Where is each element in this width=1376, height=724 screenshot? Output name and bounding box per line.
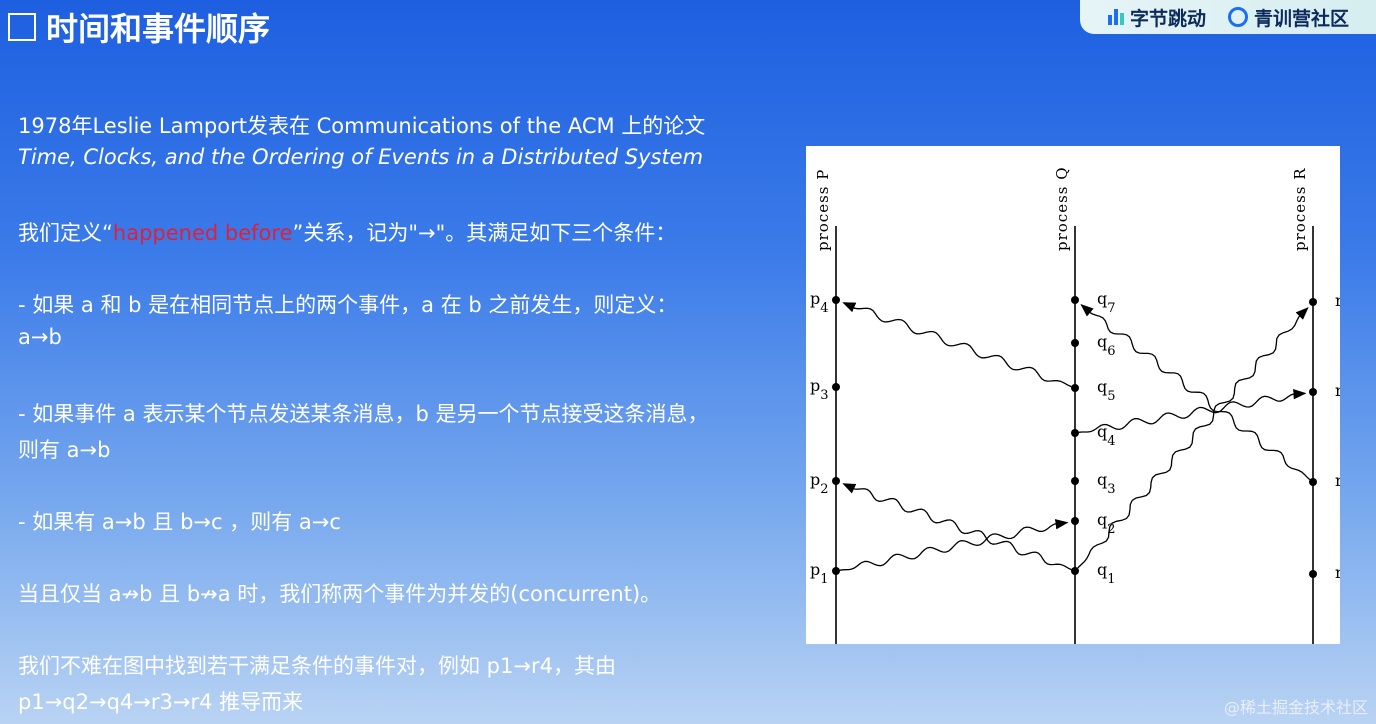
rule-1-cont: a→b: [18, 325, 62, 349]
happened-before-term: happened before: [112, 221, 293, 245]
message-arrow: [839, 519, 1069, 571]
rule-3: - 如果有 a→b 且 b→c ，则有 a→c: [18, 510, 341, 534]
event-dot: [1071, 429, 1079, 437]
event-label: q5: [1097, 377, 1116, 404]
event-label: p3: [810, 376, 829, 403]
paper-title: Time, Clocks, and the Ordering of Events…: [18, 145, 704, 169]
event-dot: [1071, 339, 1079, 347]
message-arrow: [1078, 389, 1307, 433]
event-dot: [1071, 384, 1079, 392]
concurrent-def: 当且仅当 a↛b 且 b↛a 时，我们称两个事件为并发的(concurrent)…: [18, 582, 662, 606]
process-label: process R: [1291, 167, 1309, 251]
event-label: r2: [1335, 471, 1340, 498]
event-dot: [1071, 517, 1079, 525]
event-label: r4: [1335, 291, 1340, 318]
checkbox-icon: [8, 13, 36, 41]
process-label: process P: [814, 169, 832, 251]
event-dot: [1071, 567, 1079, 575]
event-dot: [1309, 478, 1317, 486]
event-dot: [1309, 388, 1317, 396]
rule-2: - 如果事件 a 表示某个节点发送某条消息，b 是另一个节点接受这条消息，: [18, 402, 709, 426]
definition-line: 我们定义“happened before”关系，记为"→"。其满足如下三个条件：: [18, 221, 677, 245]
event-label: p1: [810, 560, 829, 587]
event-dot: [832, 383, 840, 391]
event-label: q6: [1097, 332, 1116, 359]
event-label: r3: [1335, 381, 1340, 408]
event-label: q2: [1097, 510, 1116, 537]
event-label: q1: [1097, 560, 1116, 587]
text-line: 1978年Leslie Lamport发表在 Communications of…: [18, 114, 706, 138]
event-label: p2: [810, 470, 829, 497]
slide-title: 时间和事件顺序: [8, 4, 270, 50]
example-line: 我们不难在图中找到若干满足条件的事件对，例如 p1→r4，其由: [18, 654, 616, 678]
rule-2-cont: 则有 a→b: [18, 438, 111, 462]
event-dot: [832, 567, 840, 575]
event-label: p4: [810, 289, 829, 316]
event-dot: [1071, 296, 1079, 304]
event-label: q3: [1097, 470, 1116, 497]
bytedance-bars-icon: [1108, 8, 1124, 25]
example-line-2: p1→q2→q4→r3→r4 推导而来: [18, 690, 304, 714]
message-arrow: [1077, 307, 1309, 569]
event-dot: [832, 296, 840, 304]
space-time-diagram: process P p1 p2 p3 p4 process Q q1 q2 q3 q4 q5 q6 q7…: [806, 146, 1351, 644]
process-label: process Q: [1053, 166, 1071, 251]
diagram-svg: process P p1 p2 p3 p4 process Q q1 q2 q3 q4 q5 q6 q7…: [810, 166, 1351, 644]
event-dot: [1309, 298, 1317, 306]
brand-banner: 字节跳动 青训营社区: [1080, 0, 1376, 34]
rule-1: - 如果 a 和 b 是在相同节点上的两个事件，a 在 b 之前发生，则定义：: [18, 293, 678, 317]
camp-ring-icon: [1228, 6, 1249, 27]
footer-watermark: @稀土掘金技术社区: [1223, 698, 1368, 717]
event-label: r1: [1335, 563, 1340, 590]
bytedance-logo: 字节跳动: [1108, 4, 1206, 31]
message-arrow: [842, 483, 1072, 571]
camp-logo: 青训营社区: [1228, 4, 1349, 31]
title-text: 时间和事件顺序: [46, 10, 271, 48]
message-arrow: [842, 302, 1072, 388]
event-label: q4: [1097, 422, 1116, 449]
event-dot: [1071, 477, 1079, 485]
message-arrow: [1080, 304, 1311, 481]
event-label: q7: [1097, 289, 1116, 316]
event-dot: [1309, 570, 1317, 578]
event-dot: [832, 477, 840, 485]
